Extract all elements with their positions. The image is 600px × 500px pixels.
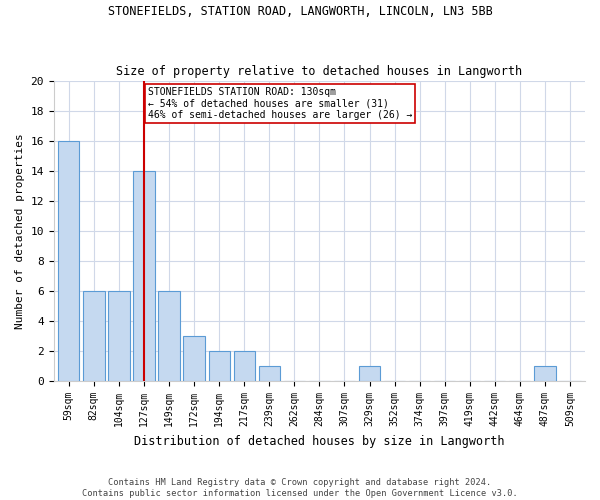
Bar: [259, 366, 280, 381]
Y-axis label: Number of detached properties: Number of detached properties: [15, 133, 25, 329]
Text: Contains HM Land Registry data © Crown copyright and database right 2024.
Contai: Contains HM Land Registry data © Crown c…: [82, 478, 518, 498]
Bar: [534, 366, 556, 381]
Bar: [359, 366, 380, 381]
Bar: [108, 291, 130, 381]
Text: STONEFIELDS STATION ROAD: 130sqm
← 54% of detached houses are smaller (31)
46% o: STONEFIELDS STATION ROAD: 130sqm ← 54% o…: [148, 87, 412, 120]
Bar: [184, 336, 205, 381]
Bar: [83, 291, 104, 381]
Text: STONEFIELDS, STATION ROAD, LANGWORTH, LINCOLN, LN3 5BB: STONEFIELDS, STATION ROAD, LANGWORTH, LI…: [107, 5, 493, 18]
Bar: [158, 291, 179, 381]
Title: Size of property relative to detached houses in Langworth: Size of property relative to detached ho…: [116, 66, 523, 78]
Bar: [58, 141, 79, 381]
Bar: [209, 351, 230, 381]
Bar: [133, 171, 155, 381]
Bar: [233, 351, 255, 381]
X-axis label: Distribution of detached houses by size in Langworth: Distribution of detached houses by size …: [134, 434, 505, 448]
